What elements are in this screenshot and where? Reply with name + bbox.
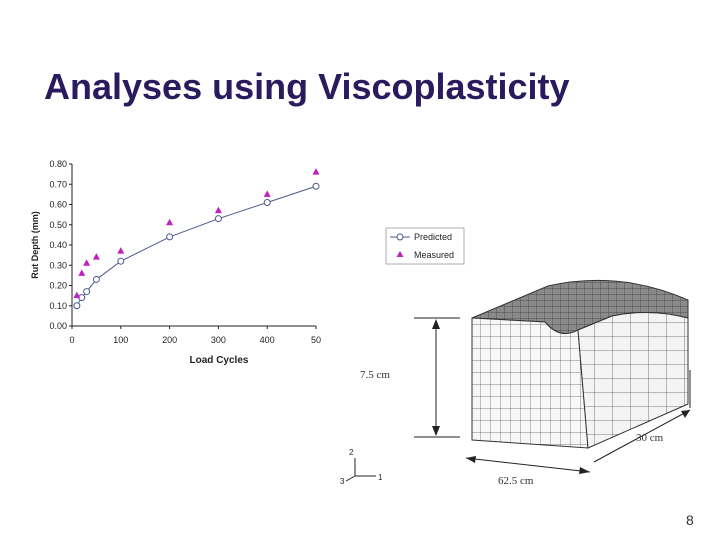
y-tick-label: 0.50 <box>49 220 67 230</box>
measured-point <box>166 218 174 226</box>
length-dimension <box>465 456 591 474</box>
legend-measured-marker <box>396 251 404 257</box>
predicted-point <box>73 302 81 310</box>
measured-point <box>214 206 222 214</box>
y-tick-label: 0.00 <box>49 321 67 331</box>
predicted-point <box>263 198 271 206</box>
x-tick-label: 300 <box>211 335 226 345</box>
x-ticks: 0 100 200 300 400 50 <box>69 326 321 345</box>
predicted-point <box>214 215 222 223</box>
y-tick-label: 0.30 <box>49 260 67 270</box>
predicted-point <box>92 275 100 283</box>
axis-label-depth: 3 <box>340 477 345 486</box>
x-tick-label: 200 <box>162 335 177 345</box>
y-tick-label: 0.80 <box>49 159 67 169</box>
mesh-front-face <box>471 317 589 449</box>
y-ticks: 0.00 0.10 0.20 0.30 0.40 0.50 0.60 0.70 0.80 <box>49 159 72 331</box>
mesh-side-face <box>577 311 689 449</box>
length-label: 62.5 cm <box>498 475 534 487</box>
plot-area: 0.00 0.10 0.20 0.30 0.40 0.50 0.60 0.70 0.80 0 10… <box>49 159 321 345</box>
width-dimension <box>593 370 691 463</box>
series-predicted <box>73 182 320 310</box>
series-measured <box>73 168 320 299</box>
x-tick-label: 100 <box>113 335 128 345</box>
width-label: 30 cm <box>636 432 664 444</box>
y-tick-label: 0.40 <box>49 240 67 250</box>
axis-label-horizontal: 1 <box>378 473 383 482</box>
predicted-point <box>83 288 91 296</box>
x-tick-label: 400 <box>260 335 275 345</box>
legend-predicted-label: Predicted <box>414 232 452 242</box>
chart-legend: Predicted Measured <box>385 227 465 265</box>
predicted-point <box>117 257 125 265</box>
measured-point <box>312 168 320 175</box>
height-label: 7.5 cm <box>360 369 390 381</box>
predicted-point <box>312 182 320 190</box>
measured-point <box>78 269 86 276</box>
x-axis-label: Load Cycles <box>190 355 249 366</box>
y-axis-label: Rut Depth (mm) <box>30 211 40 279</box>
x-tick-label: 50 <box>311 335 321 345</box>
y-tick-label: 0.60 <box>49 200 67 210</box>
measured-point <box>73 291 81 299</box>
predicted-point <box>166 233 174 241</box>
y-tick-label: 0.10 <box>49 301 67 311</box>
page-number: 8 <box>686 512 694 528</box>
legend-measured-label: Measured <box>414 250 454 260</box>
height-dimension <box>414 317 460 438</box>
x-tick-label: 0 <box>69 335 74 345</box>
y-tick-label: 0.70 <box>49 179 67 189</box>
axis-label-vertical: 2 <box>349 448 354 457</box>
measured-point <box>263 190 271 197</box>
y-tick-label: 0.20 <box>49 281 67 291</box>
legend-predicted-marker <box>396 233 404 241</box>
slide-title: Analyses using Viscoplasticity <box>44 66 570 107</box>
measured-point <box>117 247 125 254</box>
measured-point <box>92 253 100 260</box>
coordinate-axes <box>345 458 376 482</box>
measured-point <box>83 259 91 266</box>
